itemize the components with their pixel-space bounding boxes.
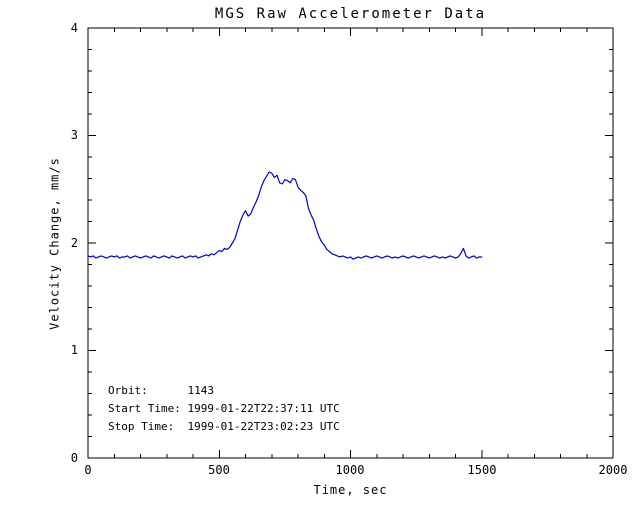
annotation-start-time: Start Time: 1999-01-22T22:37:11 UTC <box>108 402 340 415</box>
axes <box>87 27 614 459</box>
x-tick-label-0: 0 <box>84 463 92 477</box>
y-tick-label-1: 1 <box>70 343 78 357</box>
x-tick-label-3: 1500 <box>467 463 497 477</box>
annotation-orbit: Orbit: 1143 <box>108 384 214 397</box>
chart-title: MGS Raw Accelerometer Data <box>214 6 487 22</box>
y-tick-label-0: 0 <box>70 451 78 465</box>
x-tick-label-1: 500 <box>208 463 230 477</box>
data-series-line <box>87 171 483 260</box>
x-tick-label-2: 1000 <box>335 463 365 477</box>
annotation-stop-time: Stop Time: 1999-01-22T23:02:23 UTC <box>108 420 340 433</box>
y-tick-label-3: 3 <box>70 128 78 142</box>
y-tick-label-4: 4 <box>70 21 78 35</box>
y-tick-label-2: 2 <box>70 236 78 250</box>
x-axis-label: Time, sec <box>313 483 388 497</box>
x-tick-label-4: 2000 <box>598 463 628 477</box>
